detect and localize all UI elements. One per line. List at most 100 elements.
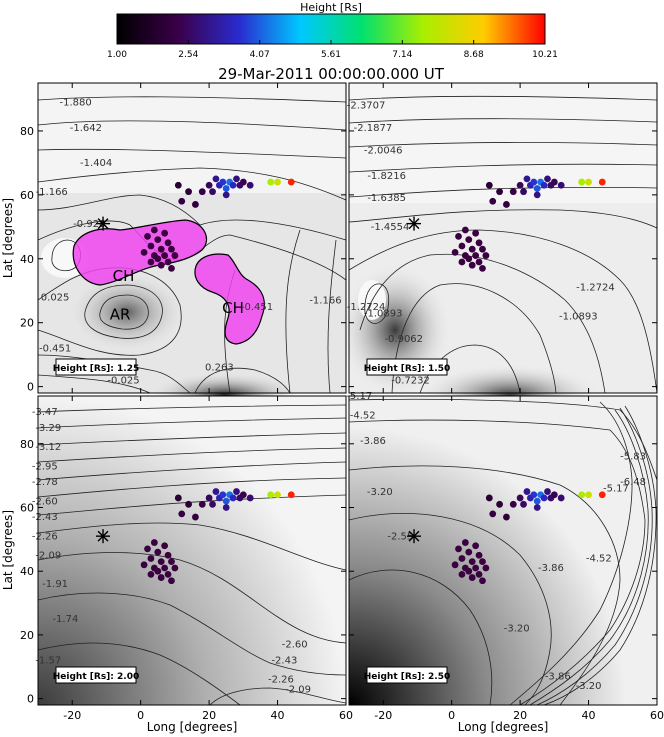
x-tick-label: 60	[339, 709, 353, 722]
arc-point	[540, 494, 548, 502]
height-box-top-right	[366, 358, 448, 376]
cluster-point	[154, 567, 162, 575]
arc-point	[598, 491, 606, 499]
arc-point	[485, 494, 493, 502]
contour-label: -1.166	[36, 187, 68, 198]
contour-label: -3.86	[360, 436, 386, 447]
contour-label: -1.6385	[367, 193, 406, 204]
cluster-point	[468, 558, 476, 566]
ylabel-bottom: Lat [degrees]	[1, 510, 15, 590]
arc-point	[274, 178, 281, 186]
panel-top-left-frame	[37, 82, 347, 394]
cluster-point	[164, 570, 172, 578]
xlabel-left: Long [degrees]	[147, 720, 238, 734]
arc-point	[267, 491, 275, 499]
contour-label: -0.7232	[391, 375, 430, 386]
region-label: AR	[110, 305, 131, 323]
contour-label: -2.43	[271, 656, 297, 667]
arc-point	[509, 500, 517, 508]
cluster-point	[468, 245, 476, 253]
arc-point	[557, 181, 565, 189]
arc-point	[533, 504, 541, 511]
arc-point	[178, 510, 186, 518]
arc-point	[523, 488, 531, 495]
arc-point	[267, 178, 275, 186]
colorbar-tick-label: 8.68	[464, 50, 484, 60]
arc-point	[209, 188, 216, 196]
cluster-point	[472, 229, 480, 237]
ylabel-top: Lat [degrees]	[1, 198, 15, 278]
arc-point	[233, 488, 240, 495]
contour-label: -1.91	[42, 579, 68, 590]
cluster-point	[161, 564, 169, 572]
cluster-point	[455, 545, 462, 553]
cluster-point	[154, 548, 162, 556]
arc-point	[503, 201, 510, 208]
cluster-point	[147, 555, 155, 562]
arc-point	[496, 500, 503, 508]
cluster-point	[465, 255, 473, 263]
height-label-bottom-left: Height [Rs]: 2.00	[53, 672, 139, 682]
contour-label: -1.404	[80, 158, 112, 169]
contour-label: -2.09	[285, 684, 311, 695]
contour-label: -2.26	[268, 675, 294, 686]
contour-label: -0.928	[73, 219, 105, 230]
arc-point	[185, 500, 192, 508]
cluster-point	[451, 248, 459, 256]
cluster-point	[164, 239, 172, 247]
asterisk-marker	[407, 529, 422, 544]
source-points	[96, 175, 606, 585]
y-tick-label: 20	[20, 629, 34, 642]
arc-point	[287, 178, 295, 186]
cluster-point	[140, 248, 148, 256]
cluster-point	[171, 564, 179, 572]
y-tick-label: 80	[20, 438, 34, 451]
cluster-point	[475, 239, 483, 247]
arc-point	[209, 500, 216, 508]
arc-point	[192, 513, 199, 521]
panel-top-right-background	[340, 83, 657, 425]
arc-point	[516, 181, 524, 189]
cluster-point	[475, 258, 483, 266]
coronal-hole-2	[194, 253, 265, 345]
arc-point	[174, 494, 182, 502]
arc-point	[212, 175, 220, 183]
cluster-point	[171, 252, 179, 259]
contour-label: -1.57	[35, 656, 61, 667]
height-label-bottom-right: Height [Rs]: 2.50	[364, 672, 450, 682]
contour-label: -2.55	[387, 531, 413, 542]
cluster-point	[140, 561, 148, 569]
height-boxes: Height [Rs]: 1.25 Height [Rs]: 1.50 Heig…	[53, 358, 450, 684]
height-label-top-left: Height [Rs]: 1.25	[53, 364, 139, 374]
contour-label: -3.20	[367, 487, 393, 498]
contour-label: -0.9062	[384, 334, 423, 345]
cluster-point	[157, 261, 165, 269]
contour-label: -5.17	[603, 484, 629, 495]
y-tick-label: 40	[20, 253, 34, 266]
contour-label: -1.2724	[347, 302, 386, 313]
x-tick-label: 40	[582, 709, 596, 722]
contours-top-left	[37, 96, 347, 394]
arc-point	[205, 494, 213, 502]
cluster-point	[465, 236, 473, 243]
arc-point	[198, 500, 206, 508]
x-tick-label: 0	[137, 709, 144, 722]
cluster-point	[472, 564, 480, 572]
contour-label: -1.0893	[364, 308, 403, 319]
colorbar-tick-label: 7.14	[392, 50, 412, 60]
cluster-point	[472, 252, 480, 259]
arc-point	[520, 500, 527, 508]
arc-point	[239, 178, 247, 186]
cluster-point	[458, 258, 466, 266]
cluster-point	[157, 245, 165, 253]
arc-point	[233, 175, 240, 183]
axes: 0 20 40 60 80 -20 0 20 40 0 20 40 60 80 -20 0 20 40 60 60	[20, 83, 664, 722]
arc-point	[533, 185, 541, 192]
arc-point	[212, 488, 220, 495]
contour-label: -2.1877	[354, 123, 393, 134]
arc-point	[585, 491, 592, 499]
cluster-point	[455, 233, 462, 240]
x-tick-label: 60	[650, 709, 664, 722]
region-label: CH	[222, 299, 244, 317]
height-box-top-left	[55, 358, 137, 376]
